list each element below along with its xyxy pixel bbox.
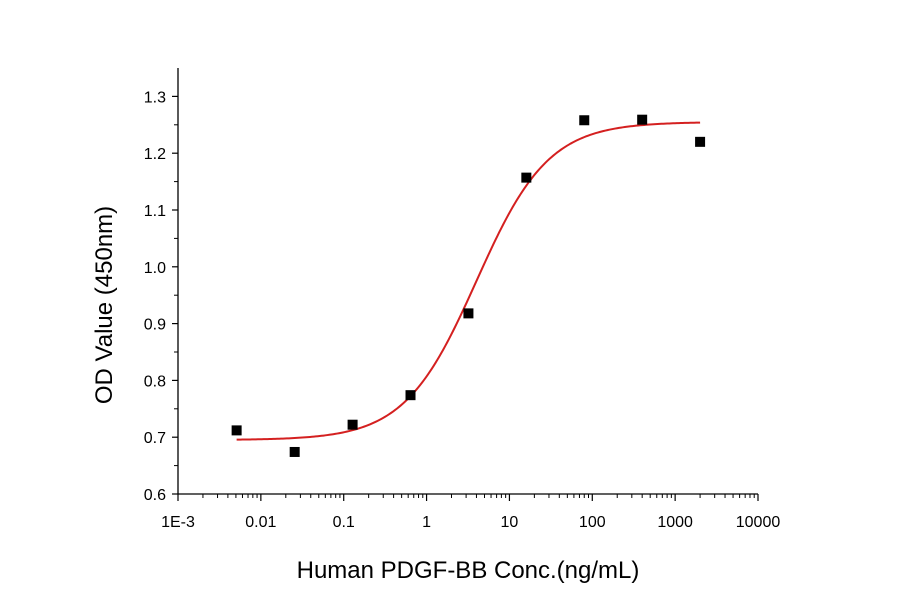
x-tick-label: 1000	[657, 514, 693, 531]
axes	[177, 68, 758, 495]
data-point	[289, 446, 300, 457]
y-tick-label: 1.0	[144, 260, 166, 277]
x-axis-title: Human PDGF-BB Conc.(ng/mL)	[297, 557, 640, 584]
y-tick-label: 1.3	[144, 89, 166, 106]
x-tick-label: 0.01	[245, 514, 276, 531]
x-tick-label: 1E-3	[161, 514, 195, 531]
x-tick-label: 10000	[736, 514, 781, 531]
data-point	[637, 114, 648, 125]
fit-layer	[236, 121, 701, 441]
y-tick-label: 1.2	[144, 146, 166, 163]
y-tick-label: 1.1	[144, 203, 166, 220]
ticks: 0.6 0.7 0.8 0.9 1.0 1.1 1.2 1.3 1E-3 0.01 0.1 1 10 10…	[144, 89, 781, 531]
data-point	[695, 136, 706, 147]
x-tick-label: 1	[422, 514, 431, 531]
data-point	[579, 115, 590, 126]
data-point	[231, 425, 242, 436]
y-axis-title: OD Value (450nm)	[91, 206, 118, 404]
data-point	[405, 390, 416, 401]
y-tick-label: 0.7	[144, 430, 166, 447]
y-tick-label: 0.6	[144, 487, 166, 504]
data-point	[521, 172, 532, 183]
points-layer	[231, 114, 706, 457]
fit-curve	[236, 121, 701, 441]
y-tick-label: 0.9	[144, 317, 166, 334]
y-tick-label: 0.8	[144, 373, 166, 390]
x-tick-label: 10	[501, 514, 519, 531]
data-point	[463, 308, 474, 319]
x-tick-label: 0.1	[333, 514, 355, 531]
data-point	[347, 419, 358, 430]
x-tick-label: 100	[579, 514, 606, 531]
